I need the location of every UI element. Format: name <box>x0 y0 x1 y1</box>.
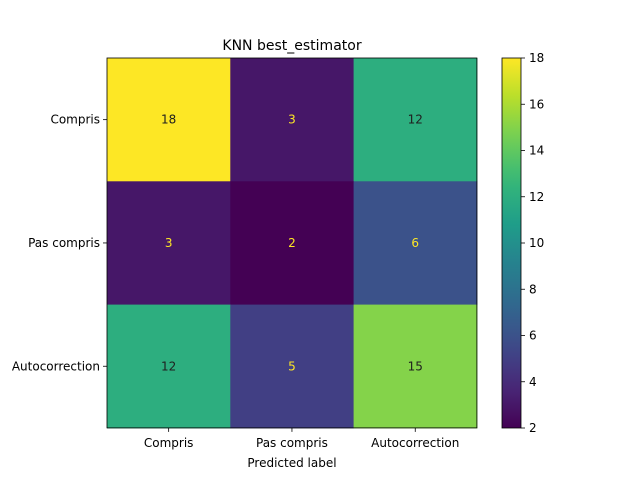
heatmap-cells <box>106 57 478 429</box>
heatmap-cell <box>230 58 355 182</box>
colorbar-gradient <box>501 57 522 429</box>
x-axis: Compris Pas compris Autocorrection <box>144 427 459 450</box>
colorbar-tick-label: 6 <box>529 329 537 343</box>
colorbar-tick-label: 8 <box>529 282 537 296</box>
colorbar-tick-label: 12 <box>529 190 544 204</box>
heatmap-cell <box>230 304 355 429</box>
heatmap-cell <box>353 304 478 429</box>
cell-value-label: 12 <box>161 359 176 373</box>
x-tick-label: Pas compris <box>256 436 328 450</box>
y-tick-label: Pas compris <box>28 236 100 250</box>
colorbar-tick-label: 18 <box>529 51 544 65</box>
colorbar-tick-label: 14 <box>529 144 544 158</box>
heatmap-cell <box>107 181 231 306</box>
colorbar-tick-label: 4 <box>529 375 537 389</box>
y-tick-label: Compris <box>50 113 100 127</box>
y-tick-label: Autocorrection <box>12 359 100 373</box>
chart-title: KNN best_estimator <box>222 38 361 54</box>
x-axis-label: Predicted label <box>247 456 336 470</box>
colorbar-tick-label: 10 <box>529 236 544 250</box>
cell-value-label: 2 <box>288 236 296 250</box>
heatmap-cell <box>230 181 355 306</box>
cell-value-label: 15 <box>408 359 423 373</box>
x-tick-label: Compris <box>144 436 194 450</box>
colorbar-tick-label: 2 <box>529 421 537 435</box>
colorbar-tick-label: 16 <box>529 97 544 111</box>
heatmap-cell <box>107 304 231 429</box>
heatmap-cell-labels: 18 3 12 3 2 6 12 5 15 <box>161 113 423 374</box>
x-tick-label: Autocorrection <box>371 436 459 450</box>
cell-value-label: 18 <box>161 113 176 127</box>
heatmap-cell <box>353 58 478 182</box>
cell-value-label: 3 <box>288 113 296 127</box>
cell-value-label: 3 <box>165 236 173 250</box>
heatmap-cell <box>353 181 478 306</box>
heatmap-cell <box>107 58 231 182</box>
cell-value-label: 5 <box>288 359 296 373</box>
cell-value-label: 6 <box>411 236 419 250</box>
y-axis: Compris Pas compris Autocorrection <box>12 113 107 373</box>
colorbar: 2 4 6 8 10 12 14 16 18 <box>501 51 544 435</box>
cell-value-label: 12 <box>408 113 423 127</box>
